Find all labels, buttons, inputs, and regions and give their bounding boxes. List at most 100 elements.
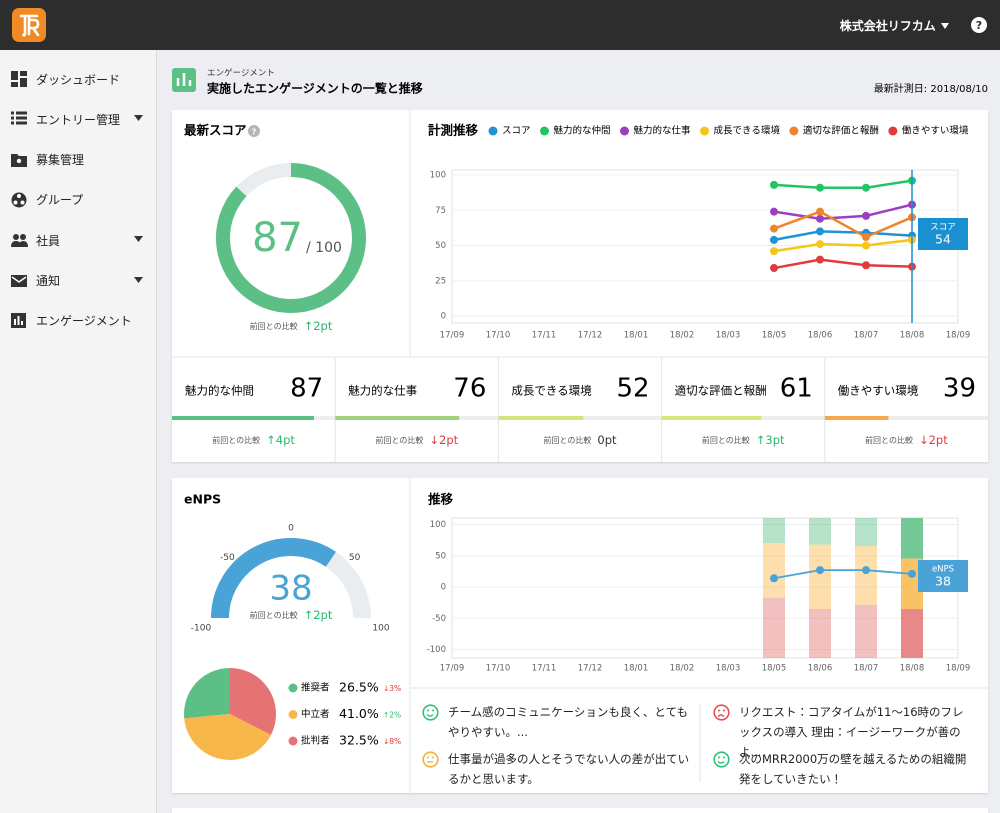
delta: ↓2pt [429,433,458,447]
nav-label: 募集管理 [36,153,85,168]
face [422,704,439,721]
compare-label: 前回との比較 [250,610,298,620]
comparison: 前回との比較 0pt [543,433,617,447]
eye [427,756,429,759]
y-tick-label: 0 [441,312,446,322]
icon-part [16,121,27,125]
bar-segment [855,604,877,658]
x-tick-label: 18/09 [946,331,971,341]
face [422,751,439,768]
nav-item[interactable]: 募集管理 [0,145,156,175]
x-tick-label: 17/11 [532,331,557,341]
comparison: 前回との比較 ↑2pt [250,608,333,622]
tooltip-value: 54 [935,232,951,247]
x-tick-label: 18/03 [716,664,741,674]
chart-title: 計測推移 [428,123,479,138]
legend-swatch [888,126,898,136]
bar-segment [901,518,923,559]
comment-text: 次のMRR2000万の壁を越えるための組織開発をしていきたい！ [739,752,967,786]
x-tick-label: 18/07 [854,331,879,341]
x-tick-label: 18/07 [854,664,879,674]
dropdown-arrow [941,23,949,29]
legend-swatch [620,126,630,136]
metric-value: 76 [453,374,486,404]
eye [432,709,434,712]
sidebar: ダッシュボード エントリー管理募集管理グループ社員通知エンゲージメント [0,50,157,813]
delta: ↑3pt [756,433,785,447]
company-menu[interactable]: 株式会社リフカム [840,17,950,34]
compare-label: 前回との比較 [250,321,298,331]
data-point [816,183,824,192]
pie-slice [184,668,230,719]
metric-value: 52 [617,374,650,404]
series-line [773,238,913,253]
nav-item[interactable]: 社員 [0,225,156,255]
x-tick-label: 18/01 [624,664,649,674]
x-tick-label: 17/12 [578,664,603,674]
nav-label: エンゲージメント [36,314,132,329]
y-tick-label: 50 [435,551,446,561]
x-tick-label: 17/11 [532,664,557,674]
x-tick-label: 18/09 [946,664,971,674]
x-tick-label: 17/12 [578,331,603,341]
arrow-shape [134,236,143,243]
next-card [172,808,988,813]
data-point [770,207,778,216]
series-line [773,179,913,189]
expand-arrow [134,236,143,243]
icon-part [11,275,27,283]
nav-item[interactable]: ダッシュボード [0,64,156,94]
tooltip-box [918,218,968,250]
help-button[interactable]: ? [970,16,988,34]
sentiment-icon [422,704,439,721]
compare-label: 前回との比較 [212,435,260,445]
help-icon-text: ? [976,19,982,32]
logo[interactable] [12,8,46,42]
nav-item[interactable]: 通知 [0,266,156,296]
eye [723,756,725,759]
gauge-tick-label: 50 [349,553,361,563]
bar-segment [901,609,923,658]
icon-part [11,116,14,120]
eye [718,709,720,712]
eye [723,709,725,712]
sentiment-icon [422,751,439,768]
progress-bar [661,416,762,420]
data-point [816,566,824,575]
icon-part [20,234,26,241]
tooltip-value: 38 [935,574,951,589]
data-point [816,207,824,216]
x-tick-label: 18/02 [670,331,695,341]
mouth [426,714,434,717]
legend-label: スコア [502,126,531,137]
nav-item[interactable]: エントリー管理 [0,104,156,134]
nav-icon [11,234,28,248]
nav-item[interactable]: エンゲージメント [0,306,156,336]
nav-label: グループ [36,193,84,208]
y-tick-label: -50 [432,614,446,624]
score-value: 87 [252,215,303,261]
legend-label: 魅力的な仕事 [634,125,692,137]
bar-segment [855,518,877,546]
icon-part [16,158,22,163]
arrow-shape [134,276,143,283]
data-point [862,233,870,242]
icon-part [20,78,27,87]
icon-part [16,111,27,115]
gauge-tick-label: 0 [288,524,294,534]
data-point [770,235,778,244]
nav-icon [11,192,27,208]
y-tick-label: 100 [430,520,446,530]
x-tick-label: 18/08 [900,331,925,341]
help-icon[interactable] [248,125,260,137]
x-tick-label: 18/05 [762,331,787,341]
delta: ↑2pt [304,319,333,333]
pie-delta: ↑2% [383,711,401,720]
data-point [862,241,870,250]
progress-bar [172,416,314,420]
progress-bar [824,416,889,420]
nav-item[interactable]: グループ [0,185,156,215]
icon-part [11,111,14,115]
